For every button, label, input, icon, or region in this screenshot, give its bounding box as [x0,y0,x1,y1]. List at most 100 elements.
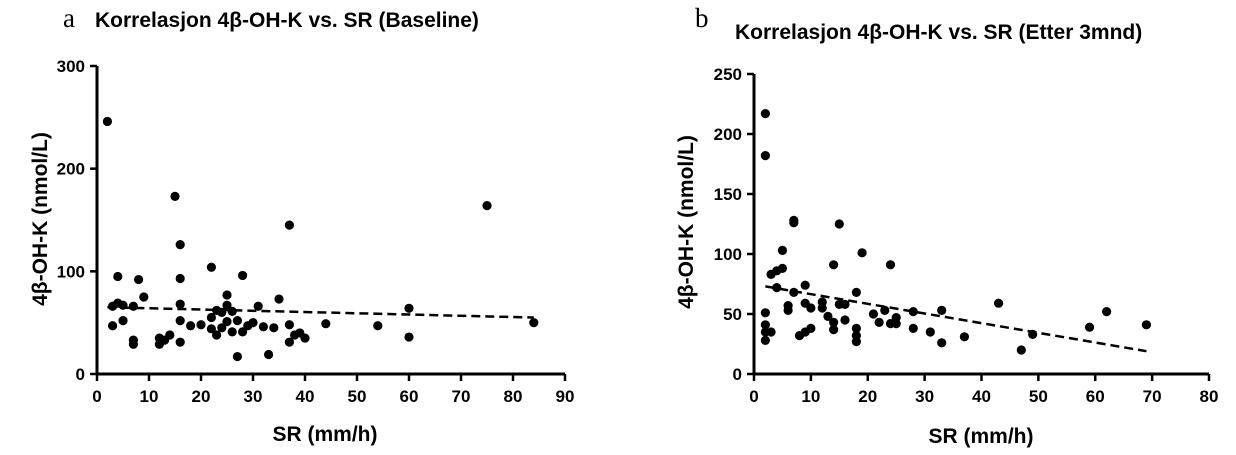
panel-b-x-tick-label: 30 [915,387,934,406]
panel-a-points [102,116,539,362]
panel-a-y-tick-label: 100 [57,262,85,281]
panel-a-y-tick-label: 0 [76,365,85,384]
panel-a-x-tick-label: 10 [140,387,159,406]
panel-b-ticks: 0 10 20 30 40 50 60 70 80 0 50 100 150 200 250 [714,65,1219,406]
panel-b-trendline [765,285,1147,353]
panel-a-data-point [175,299,185,309]
panel-a-data-point [222,317,232,327]
panel-b-data-point [760,320,770,330]
panel-a-data-point [196,320,206,330]
panel-a-data-point [212,330,222,340]
panel-b-x-tick-label: 50 [1029,387,1048,406]
panel-a-data-point [128,301,138,311]
panel-a-data-point [482,201,492,211]
panel-b-data-point [829,325,839,335]
panel-a-data-point [300,333,310,343]
panel-b-data-point [1141,320,1152,330]
panel-a-y-tick-label: 200 [57,160,85,179]
panel-b-y-tick-label: 50 [723,305,742,324]
panel-b-data-point [880,305,890,315]
panel-b-data-point [789,287,799,297]
panel-b-data-point [789,218,799,228]
panel-a-trendline-group [107,306,534,319]
panel-b-x-tick-label: 70 [1143,387,1162,406]
panel-b-data-point [760,151,770,161]
panel-b-data-point [851,323,861,333]
panel-b-data-point [993,298,1004,308]
panel-b-data-point [1016,345,1026,355]
panel-a-y-axis-label: 4β-OH-K (nmol/L) [29,132,52,306]
panel-a-x-tick-label: 0 [92,387,101,406]
panel-a-letter: a [63,3,75,33]
panel-a-data-point [206,262,216,272]
panel-b-x-tick-label: 60 [1086,387,1105,406]
panel-a-data-point [404,303,414,313]
panel-a-data-point [118,316,128,326]
panel-b-data-point [777,245,788,255]
panel-a-axes [95,66,565,376]
panel-b-data-point [868,309,879,319]
panel-b-data-point [783,305,793,315]
panel-a-data-point [321,319,331,329]
panel-b-data-point [851,287,861,297]
panel-b-data-point [806,323,816,333]
panel-b-3month-scatter: b Korrelasjon 4β-OH-K vs. SR (Etter 3mnd… [675,3,1218,448]
panel-b-data-point [851,337,861,347]
panel-a-x-tick-label: 90 [556,387,575,406]
panel-b-trendline-group [765,285,1147,353]
panel-b-letter: b [695,3,709,33]
panel-a-data-point [274,294,284,304]
panel-b-x-tick-label: 20 [858,387,877,406]
panel-b-x-tick-label: 0 [749,387,758,406]
panel-a-data-point [258,322,268,332]
panel-b-x-tick-label: 10 [801,387,820,406]
panel-b-data-point [800,280,810,290]
panel-b-data-point [772,283,782,293]
panel-b-data-point [806,303,816,313]
panel-b-data-point [766,327,776,337]
panel-b-data-point [1028,329,1038,339]
panel-b-data-point [857,248,867,258]
panel-a-data-point [175,273,185,284]
panel-a-data-point [269,323,279,333]
panel-a-title: Korrelasjon 4β-OH-K vs. SR (Baseline) [95,9,479,32]
panel-a-data-point [232,351,242,362]
panel-a-x-tick-label: 70 [452,387,471,406]
panel-a-data-point [175,337,185,347]
panel-a-data-point [284,220,294,230]
panel-b-data-point [760,109,770,119]
panel-a-data-point [217,323,227,333]
panel-b-title: Korrelasjon 4β-OH-K vs. SR (Etter 3mnd) [735,21,1142,44]
panel-b-y-tick-label: 100 [714,245,742,264]
panel-b-y-tick-label: 250 [714,65,742,84]
panel-a-data-point [108,321,118,331]
panel-b-data-point [840,299,850,309]
panel-a-data-point [134,274,144,285]
panel-a-data-point [165,330,175,340]
panel-a-data-point [222,290,232,300]
panel-a-data-point [529,318,539,328]
panel-b-data-point [959,332,970,342]
panel-b-data-point [823,311,833,321]
panel-b-x-tick-label: 80 [1200,387,1219,406]
panel-b-y-axis-label: 4β-OH-K (nmol/L) [675,135,698,309]
panel-b-data-point [885,260,896,270]
panel-a-data-point [232,316,242,326]
panel-a-x-tick-label: 20 [192,387,211,406]
panel-a-data-point [217,307,227,317]
panel-a-x-tick-label: 50 [348,387,367,406]
panel-a-data-point [128,339,138,349]
panel-b-data-point [925,327,935,337]
panel-b-data-point [760,308,770,318]
panel-b-data-point [891,319,901,329]
panel-b-data-point [937,305,947,315]
panel-b-y-tick-label: 200 [714,125,742,144]
panel-b-data-point [817,303,827,313]
panel-b-data-point [874,317,884,327]
panel-a-x-tick-label: 30 [244,387,263,406]
panel-a-data-point [222,300,232,310]
panel-a-data-point [186,321,196,331]
panel-b-data-point [777,263,788,273]
panel-a-x-tick-label: 60 [400,387,419,406]
